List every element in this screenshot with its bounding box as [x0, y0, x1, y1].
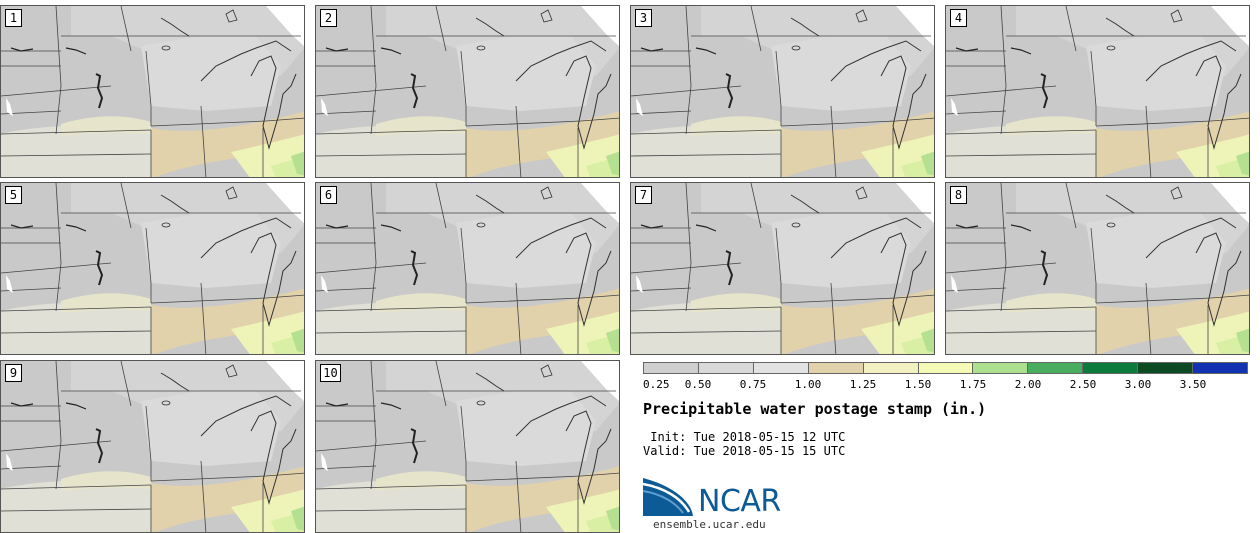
map-1 [1, 6, 304, 177]
valid-time: Valid: Tue 2018-05-15 15 UTC [643, 444, 846, 458]
colorbar-segment [918, 363, 974, 373]
panel-number: 2 [320, 9, 337, 27]
colorbar-segment [1193, 363, 1247, 373]
map-7 [631, 183, 934, 354]
colorbar-tick-label: 2.50 [1069, 378, 1097, 391]
stamp-panel-9: 9 [0, 360, 305, 533]
panel-number: 3 [635, 9, 652, 27]
panel-number: 8 [950, 186, 967, 204]
stamp-panel-1: 1 [0, 5, 305, 178]
colorbar-segment [863, 363, 919, 373]
map-4 [946, 6, 1249, 177]
panel-number: 9 [5, 364, 22, 382]
colorbar-segment [644, 363, 699, 373]
colorbar-segment [1083, 363, 1139, 373]
site-url: ensemble.ucar.edu [653, 518, 766, 531]
map-5 [1, 183, 304, 354]
colorbar-tick-label: 0.75 [739, 378, 767, 391]
colorbar-segment [1138, 363, 1194, 373]
stamp-panel-7: 7 [630, 182, 935, 355]
ncar-swoosh-icon [643, 478, 693, 516]
colorbar-segment [1028, 363, 1084, 373]
ncar-logo-text: NCAR [698, 484, 781, 519]
colorbar-segment [808, 363, 864, 373]
colorbar-tick-label: 3.50 [1179, 378, 1207, 391]
panel-number: 6 [320, 186, 337, 204]
colorbar-ticks: 0.25 0.50 0.75 1.00 1.25 1.50 1.75 2.00 2.50 3.00… [643, 378, 1248, 392]
stamp-panel-5: 5 [0, 182, 305, 355]
colorbar-tick-label: 1.75 [959, 378, 987, 391]
colorbar-tick-label: 1.25 [849, 378, 877, 391]
stamp-panel-3: 3 [630, 5, 935, 178]
map-8 [946, 183, 1249, 354]
panel-number: 5 [5, 186, 22, 204]
map-2 [316, 6, 619, 177]
colorbar-tick-label: 0.25 [643, 378, 670, 391]
colorbar-tick-label: 2.00 [1014, 378, 1042, 391]
colorbar-segment [973, 363, 1029, 373]
chart-title: Precipitable water postage stamp (in.) [643, 400, 987, 418]
colorbar-tick-label: 1.50 [904, 378, 932, 391]
colorbar-tick-label: 1.00 [794, 378, 822, 391]
map-3 [631, 6, 934, 177]
stamp-panel-4: 4 [945, 5, 1250, 178]
stamp-panel-2: 2 [315, 5, 620, 178]
map-10 [316, 361, 619, 532]
stamp-panel-6: 6 [315, 182, 620, 355]
panel-number: 1 [5, 9, 22, 27]
panel-number: 7 [635, 186, 652, 204]
init-time: Init: Tue 2018-05-15 12 UTC [643, 430, 846, 444]
panel-number: 4 [950, 9, 967, 27]
stamp-panel-10: 10 [315, 360, 620, 533]
colorbar-segment [698, 363, 754, 373]
map-9 [1, 361, 304, 532]
colorbar [643, 362, 1248, 374]
panel-number: 10 [320, 364, 341, 382]
colorbar-segment [753, 363, 809, 373]
colorbar-tick-label: 0.50 [684, 378, 712, 391]
map-6 [316, 183, 619, 354]
colorbar-tick-label: 3.00 [1124, 378, 1152, 391]
stamp-panel-8: 8 [945, 182, 1250, 355]
